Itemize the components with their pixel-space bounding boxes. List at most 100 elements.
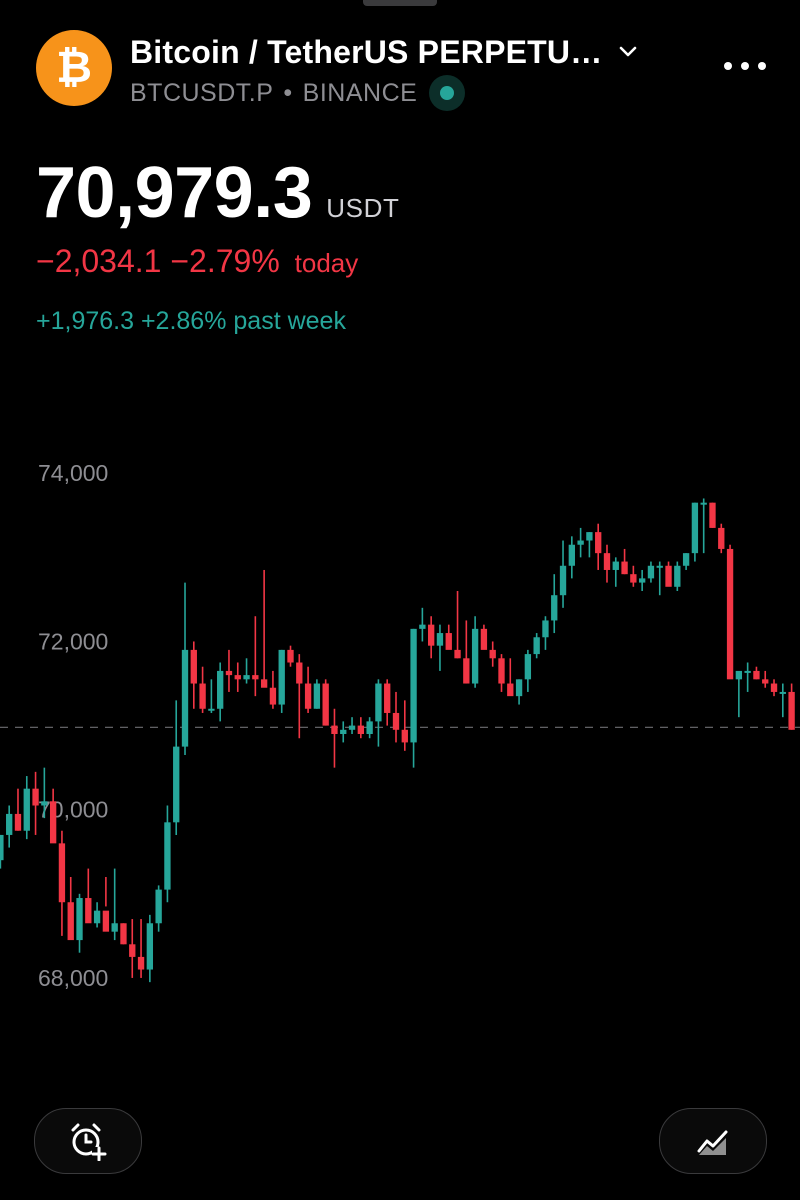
candle-body — [102, 910, 110, 932]
symbol-subtitle: BTCUSDT.P • BINANCE — [130, 75, 466, 111]
candle — [173, 700, 180, 835]
candle — [410, 628, 417, 768]
candle-body — [384, 683, 391, 713]
candle-body — [779, 691, 786, 694]
chart-type-icon — [697, 1130, 728, 1155]
candle — [753, 666, 760, 680]
candle-body — [155, 889, 162, 924]
candle-body — [234, 675, 241, 680]
candle-body — [770, 683, 778, 692]
candle — [577, 527, 584, 558]
candle-body — [296, 662, 303, 684]
candle-body — [357, 725, 364, 734]
candle — [621, 548, 628, 575]
separator-dot: • — [283, 78, 293, 107]
candle — [49, 788, 57, 844]
candle — [709, 502, 716, 528]
candle — [700, 498, 707, 554]
candle-body — [586, 532, 593, 541]
candle-body — [762, 679, 769, 684]
candle-body — [67, 902, 74, 941]
candle — [41, 767, 48, 819]
candle — [331, 708, 338, 768]
bitcoin-logo-icon: ₿ — [36, 30, 112, 106]
candle-body — [524, 654, 532, 680]
candle-body — [392, 712, 400, 730]
candle — [137, 919, 145, 978]
candle — [102, 877, 110, 932]
candle-body — [6, 813, 13, 835]
price-chart[interactable]: 74,000 72,000 70,000 68,000 — [0, 400, 800, 1080]
symbol-title-row[interactable]: Bitcoin / TetherUS PERPETU… — [130, 32, 640, 72]
candle — [568, 536, 575, 579]
chart-type-button[interactable] — [659, 1108, 767, 1174]
candle-body — [181, 649, 189, 747]
sheet-grabber[interactable] — [363, 0, 437, 6]
candle — [129, 919, 136, 978]
candle — [436, 624, 444, 671]
candle-body — [744, 670, 751, 673]
candle-body — [568, 544, 575, 566]
candle-body — [366, 721, 373, 734]
candle — [85, 868, 92, 924]
candle-body — [120, 923, 127, 945]
candle-body — [217, 670, 224, 709]
candle — [93, 902, 101, 928]
candle — [762, 670, 769, 688]
daily-change: −2,034.1 −2.79% today — [36, 243, 358, 280]
candle-body — [85, 898, 92, 924]
more-dots-icon-mid — [741, 62, 749, 70]
add-alert-button[interactable] — [34, 1108, 142, 1174]
candle — [638, 569, 646, 591]
candle-body — [269, 687, 277, 705]
candle-body — [58, 843, 66, 903]
symbol-header[interactable]: ₿ Bitcoin / TetherUS PERPETU… BTCUSDT.P … — [36, 30, 776, 111]
candle — [524, 649, 532, 692]
candle — [23, 776, 30, 840]
candle — [322, 679, 329, 726]
more-options-button[interactable] — [716, 46, 774, 86]
candle-body — [252, 675, 259, 680]
candle — [269, 670, 277, 709]
candle-body — [190, 649, 197, 684]
candle-body — [480, 628, 488, 650]
candle — [603, 544, 611, 583]
candle — [595, 523, 602, 570]
price-currency: USDT — [326, 193, 400, 223]
candle-body — [603, 553, 611, 570]
candle-body — [243, 675, 250, 680]
candle-body — [137, 956, 145, 970]
candle — [190, 641, 197, 709]
candle-body — [129, 944, 136, 957]
candle-body — [76, 898, 83, 941]
candle-body — [260, 679, 268, 688]
candle — [507, 658, 514, 697]
candle — [542, 616, 549, 650]
candle-body — [656, 565, 663, 568]
daily-change-value: −2,034.1 −2.79% — [36, 243, 280, 279]
candle — [735, 670, 743, 718]
add-alarm-icon — [71, 1123, 107, 1161]
candle — [551, 574, 558, 634]
candle — [498, 654, 505, 692]
price-row: 70,979.3 USDT — [36, 152, 399, 234]
chevron-down-icon[interactable] — [616, 40, 640, 64]
candle-body — [463, 658, 470, 684]
candle — [515, 679, 523, 705]
candle-body — [471, 628, 479, 684]
candle — [691, 502, 699, 562]
candle-body — [313, 683, 321, 709]
candle — [120, 923, 127, 945]
y-axis-tick-label: 74,000 — [38, 460, 108, 486]
candle-body — [595, 532, 602, 554]
candle — [304, 666, 312, 713]
candle — [770, 679, 778, 697]
candle — [313, 679, 321, 709]
candle — [155, 885, 162, 932]
candle — [375, 679, 382, 747]
candle — [656, 561, 663, 596]
candle-body — [788, 691, 795, 730]
candle-body — [375, 683, 382, 722]
candle-body — [647, 565, 655, 579]
weekly-change: +1,976.3 +2.86% past week — [36, 307, 346, 335]
